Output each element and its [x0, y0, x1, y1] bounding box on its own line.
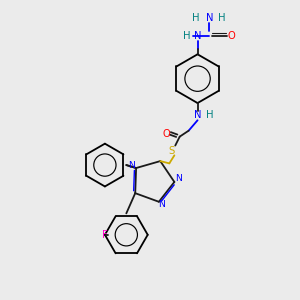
- Text: N: N: [194, 31, 201, 40]
- Text: F: F: [102, 230, 108, 240]
- Text: H: H: [218, 13, 226, 23]
- Text: O: O: [228, 31, 236, 40]
- Text: H: H: [192, 13, 200, 23]
- Text: N: N: [206, 13, 213, 23]
- Text: S: S: [168, 146, 175, 157]
- Text: N: N: [194, 110, 201, 120]
- Text: N: N: [128, 161, 135, 170]
- Text: N: N: [158, 200, 165, 209]
- Text: N: N: [176, 175, 182, 184]
- Text: H: H: [206, 110, 213, 120]
- Text: O: O: [163, 129, 170, 139]
- Text: H: H: [183, 31, 191, 40]
